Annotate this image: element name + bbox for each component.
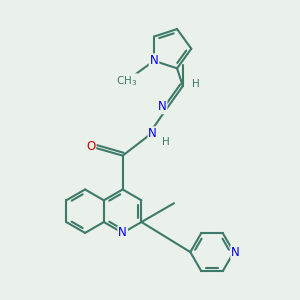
Text: N: N — [150, 54, 158, 67]
Text: CH$_3$: CH$_3$ — [116, 74, 137, 88]
Text: N: N — [148, 127, 157, 140]
Text: N: N — [118, 226, 127, 239]
Text: N: N — [231, 246, 240, 259]
Text: H: H — [192, 79, 200, 89]
Text: H: H — [162, 137, 170, 148]
Text: O: O — [86, 140, 95, 153]
Text: N: N — [158, 100, 167, 113]
